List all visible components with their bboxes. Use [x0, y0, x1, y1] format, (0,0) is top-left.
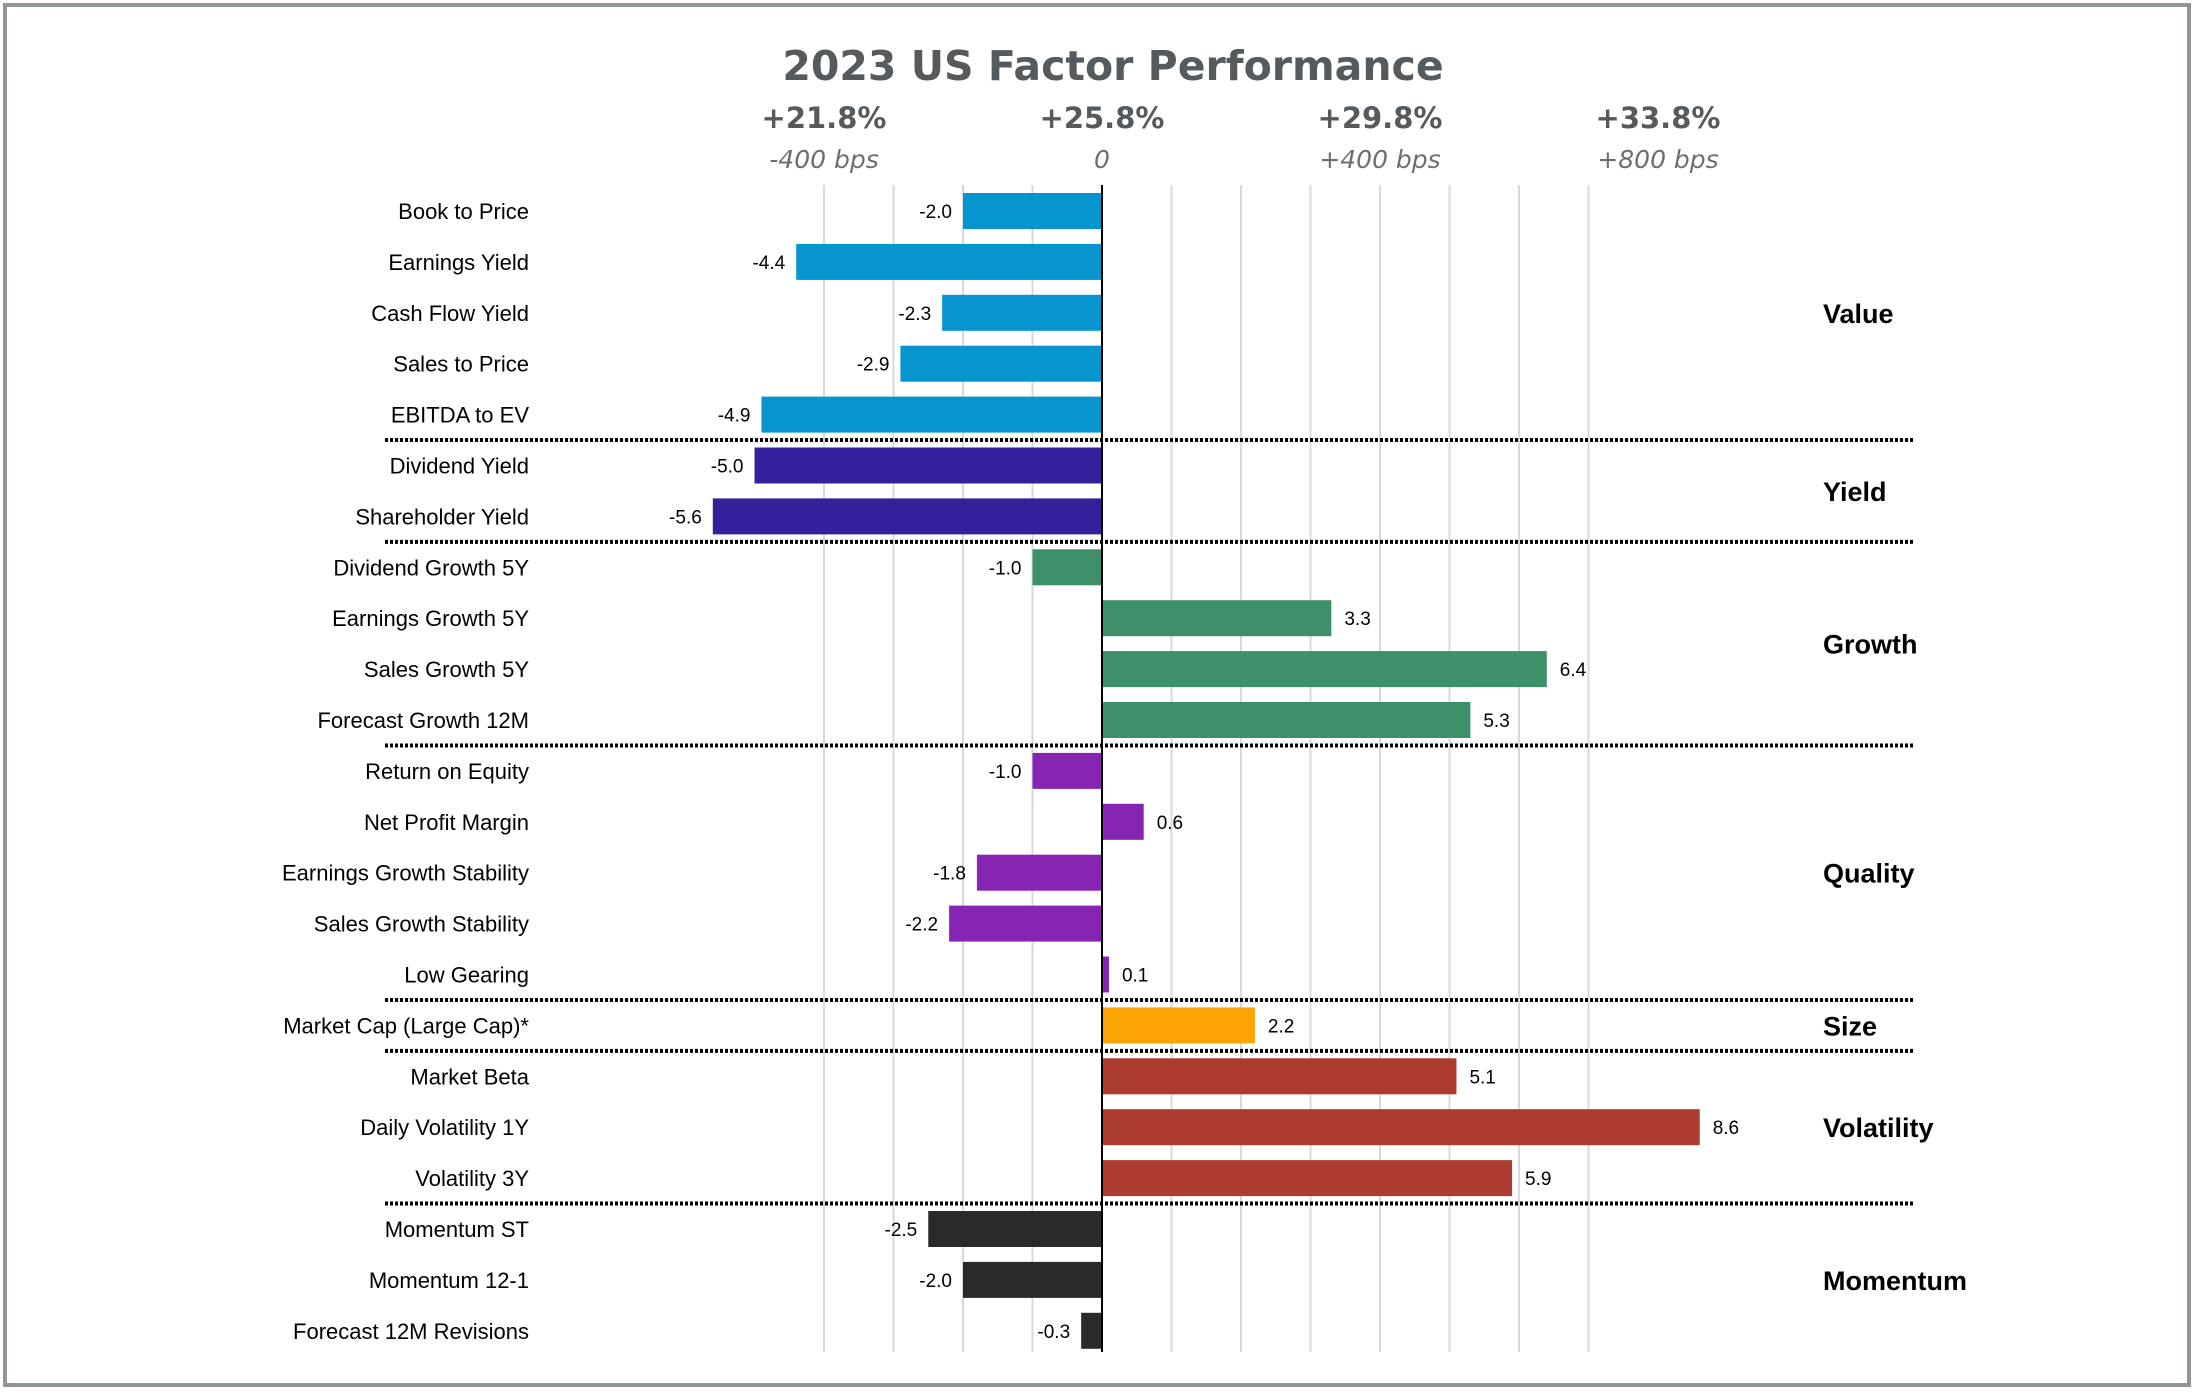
bar — [1102, 651, 1547, 688]
data-label: -5.0 — [711, 457, 744, 478]
group-separators — [385, 438, 1915, 1206]
data-label: -0.3 — [1037, 1322, 1070, 1343]
bars — [712, 193, 1700, 1349]
bar — [1102, 1058, 1457, 1095]
data-label: 8.6 — [1713, 1118, 1739, 1139]
bar — [1032, 752, 1102, 789]
category-label: Sales Growth Stability — [314, 912, 529, 937]
data-label: -5.6 — [669, 507, 702, 528]
bar — [942, 294, 1102, 331]
data-label: 5.1 — [1469, 1067, 1495, 1088]
data-label: 5.9 — [1525, 1169, 1551, 1190]
data-label: -2.0 — [919, 202, 952, 223]
category-label: Sales to Price — [393, 352, 529, 377]
data-label: 2.2 — [1268, 1016, 1294, 1037]
group-label: Growth — [1823, 630, 1918, 660]
category-label: Market Beta — [410, 1064, 529, 1089]
category-label: Earnings Yield — [388, 250, 529, 275]
x-tick-sublabel: +400 bps — [1319, 145, 1440, 174]
data-label: -4.9 — [718, 406, 751, 427]
x-axis-ticks: +21.8% -400 bps +25.8% 0 +29.8% +400 bps +33.8… — [762, 101, 1721, 174]
bar — [712, 498, 1102, 535]
bar — [1032, 549, 1102, 586]
category-label: Net Profit Margin — [364, 810, 529, 835]
group-label: Yield — [1823, 477, 1887, 507]
x-tick-label: +21.8% — [762, 101, 887, 135]
bar — [1081, 1312, 1102, 1349]
x-tick-label: +25.8% — [1040, 101, 1165, 135]
group-label: Size — [1823, 1011, 1877, 1041]
category-label: Daily Volatility 1Y — [360, 1115, 529, 1140]
category-label: Forecast Growth 12M — [317, 708, 529, 733]
group-label: Momentum — [1823, 1266, 1967, 1296]
grid-lines — [823, 185, 1590, 1352]
bar — [1102, 702, 1471, 738]
bar — [900, 345, 1102, 382]
bar — [796, 243, 1102, 280]
bar — [976, 854, 1102, 891]
category-label: Book to Price — [398, 199, 529, 224]
category-label: EBITDA to EV — [391, 403, 529, 428]
bar — [1102, 1160, 1513, 1197]
category-labels: -2.0 Book to Price -4.4 Earnings Yield -2.3 C… — [282, 199, 1739, 1344]
category-label: Dividend Yield — [390, 454, 529, 479]
data-label: -2.5 — [885, 1220, 918, 1241]
category-label: Market Cap (Large Cap)* — [283, 1013, 529, 1038]
data-label: 6.4 — [1560, 660, 1587, 681]
bar — [754, 447, 1102, 484]
chart-title: 2023 US Factor Performance — [782, 42, 1443, 90]
data-label: 5.3 — [1483, 711, 1509, 732]
bar — [761, 396, 1102, 433]
data-label: -1.8 — [933, 864, 966, 885]
category-label: Momentum ST — [385, 1217, 529, 1242]
bar — [963, 1261, 1102, 1298]
bar — [1102, 803, 1144, 840]
x-tick-sublabel: +800 bps — [1597, 145, 1718, 174]
bar — [1102, 1007, 1255, 1044]
data-label: -2.9 — [857, 355, 890, 376]
bar — [1102, 1109, 1700, 1146]
data-label: -1.0 — [989, 558, 1022, 579]
data-label: 0.1 — [1122, 966, 1148, 987]
group-label: Value — [1823, 299, 1894, 329]
category-label: Return on Equity — [365, 759, 529, 784]
data-label: -1.0 — [989, 762, 1022, 783]
chart-frame — [3, 3, 2191, 1387]
x-tick-label: +33.8% — [1596, 101, 1721, 135]
category-label: Forecast 12M Revisions — [293, 1319, 529, 1344]
data-label: -2.3 — [898, 304, 931, 325]
category-label: Earnings Growth 5Y — [332, 606, 529, 631]
category-label: Dividend Growth 5Y — [333, 555, 529, 580]
data-label: -4.4 — [752, 253, 785, 274]
data-label: 0.6 — [1157, 813, 1183, 834]
bar — [1102, 956, 1109, 993]
category-label: Earnings Growth Stability — [282, 861, 529, 886]
group-label: Quality — [1823, 859, 1915, 889]
x-tick-label: +29.8% — [1318, 101, 1443, 135]
data-label: -2.2 — [905, 915, 938, 936]
category-label: Shareholder Yield — [355, 504, 529, 529]
data-label: -2.0 — [919, 1271, 952, 1292]
category-label: Momentum 12-1 — [369, 1268, 529, 1293]
group-label: Volatility — [1823, 1113, 1934, 1143]
category-label: Volatility 3Y — [415, 1166, 529, 1191]
bar — [949, 905, 1102, 942]
group-labels: Value Yield Growth Quality Size Volatility Mom… — [1823, 299, 1967, 1296]
x-tick-sublabel: 0 — [1094, 145, 1110, 174]
category-label: Cash Flow Yield — [371, 301, 529, 326]
x-tick-sublabel: -400 bps — [769, 145, 878, 174]
category-label: Low Gearing — [404, 963, 529, 988]
data-label: 3.3 — [1344, 609, 1370, 630]
bar — [928, 1211, 1102, 1247]
category-label: Sales Growth 5Y — [364, 657, 529, 682]
bar — [963, 193, 1102, 229]
bar — [1102, 600, 1332, 637]
